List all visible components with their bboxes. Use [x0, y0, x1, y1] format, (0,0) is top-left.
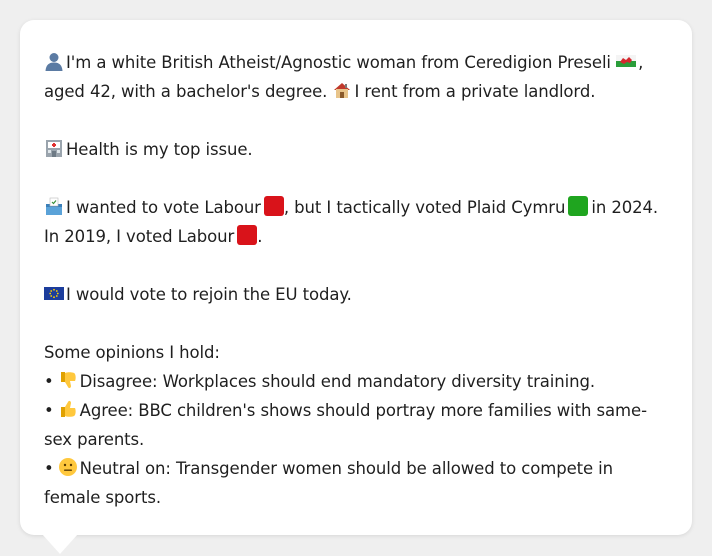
- health-text: Health is my top issue.: [66, 140, 253, 159]
- health-paragraph: Health is my top issue.: [44, 135, 668, 164]
- vote-end-period: .: [257, 227, 263, 246]
- opinion-stance: Agree:: [79, 401, 134, 420]
- housing-text: I rent from a private landlord.: [354, 82, 596, 101]
- profile-message-card: I'm a white British Atheist/Agnostic wom…: [20, 20, 692, 535]
- spacer: [44, 164, 668, 193]
- opinion-text: BBC children's shows should portray more…: [44, 401, 647, 449]
- thumbs-up-icon: [58, 399, 78, 419]
- spacer: [44, 106, 668, 135]
- labour-red-square-icon: [237, 225, 258, 245]
- identity-text: I'm a white British Atheist/Agnostic wom…: [66, 53, 611, 72]
- wales-flag-icon: [616, 51, 637, 71]
- eu-text: I would vote to rejoin the EU today.: [66, 285, 352, 304]
- list-item: • Neutral on: Transgender women should b…: [44, 454, 668, 512]
- spacer: [44, 251, 668, 280]
- thumbs-down-icon: [58, 370, 78, 390]
- person-icon: [44, 51, 64, 71]
- speech-bubble-tail: [42, 534, 78, 554]
- hospital-icon: [44, 138, 64, 158]
- neutral-face-icon: [58, 457, 78, 477]
- vote-year-text: in 2024.: [591, 198, 659, 217]
- opinion-stance: Disagree:: [79, 372, 158, 391]
- vote-2019-text: In 2019, I voted Labour: [44, 227, 235, 246]
- list-item: • Disagree: Workplaces should end mandat…: [44, 367, 668, 396]
- opinions-heading: Some opinions I hold:: [44, 343, 220, 362]
- spacer: [44, 309, 668, 338]
- labour-red-square-icon: [263, 196, 284, 216]
- opinion-text: Workplaces should end mandatory diversit…: [162, 372, 595, 391]
- opinion-stance: Neutral on:: [79, 459, 171, 478]
- eu-flag-icon: [44, 283, 64, 303]
- vote-paragraph: I wanted to vote Labour , but I tacticall…: [44, 193, 668, 251]
- vote-wanted-text: I wanted to vote Labour: [66, 198, 261, 217]
- bullet: •: [44, 459, 54, 478]
- bullet: •: [44, 372, 54, 391]
- eu-paragraph: I would vote to rejoin the EU today.: [44, 280, 668, 309]
- list-item: • Agree: BBC children's shows should por…: [44, 396, 668, 454]
- bullet: •: [44, 401, 54, 420]
- identity-paragraph: I'm a white British Atheist/Agnostic wom…: [44, 48, 668, 106]
- house-icon: [332, 80, 352, 100]
- opinion-text: Transgender women should be allowed to c…: [44, 459, 614, 507]
- plaid-green-square-icon: [568, 196, 589, 216]
- ballot-box-icon: [44, 196, 64, 216]
- vote-tactical-text: , but I tactically voted Plaid Cymru: [283, 198, 566, 217]
- age-degree-text: , aged 42, with a bachelor's degree.: [44, 53, 644, 101]
